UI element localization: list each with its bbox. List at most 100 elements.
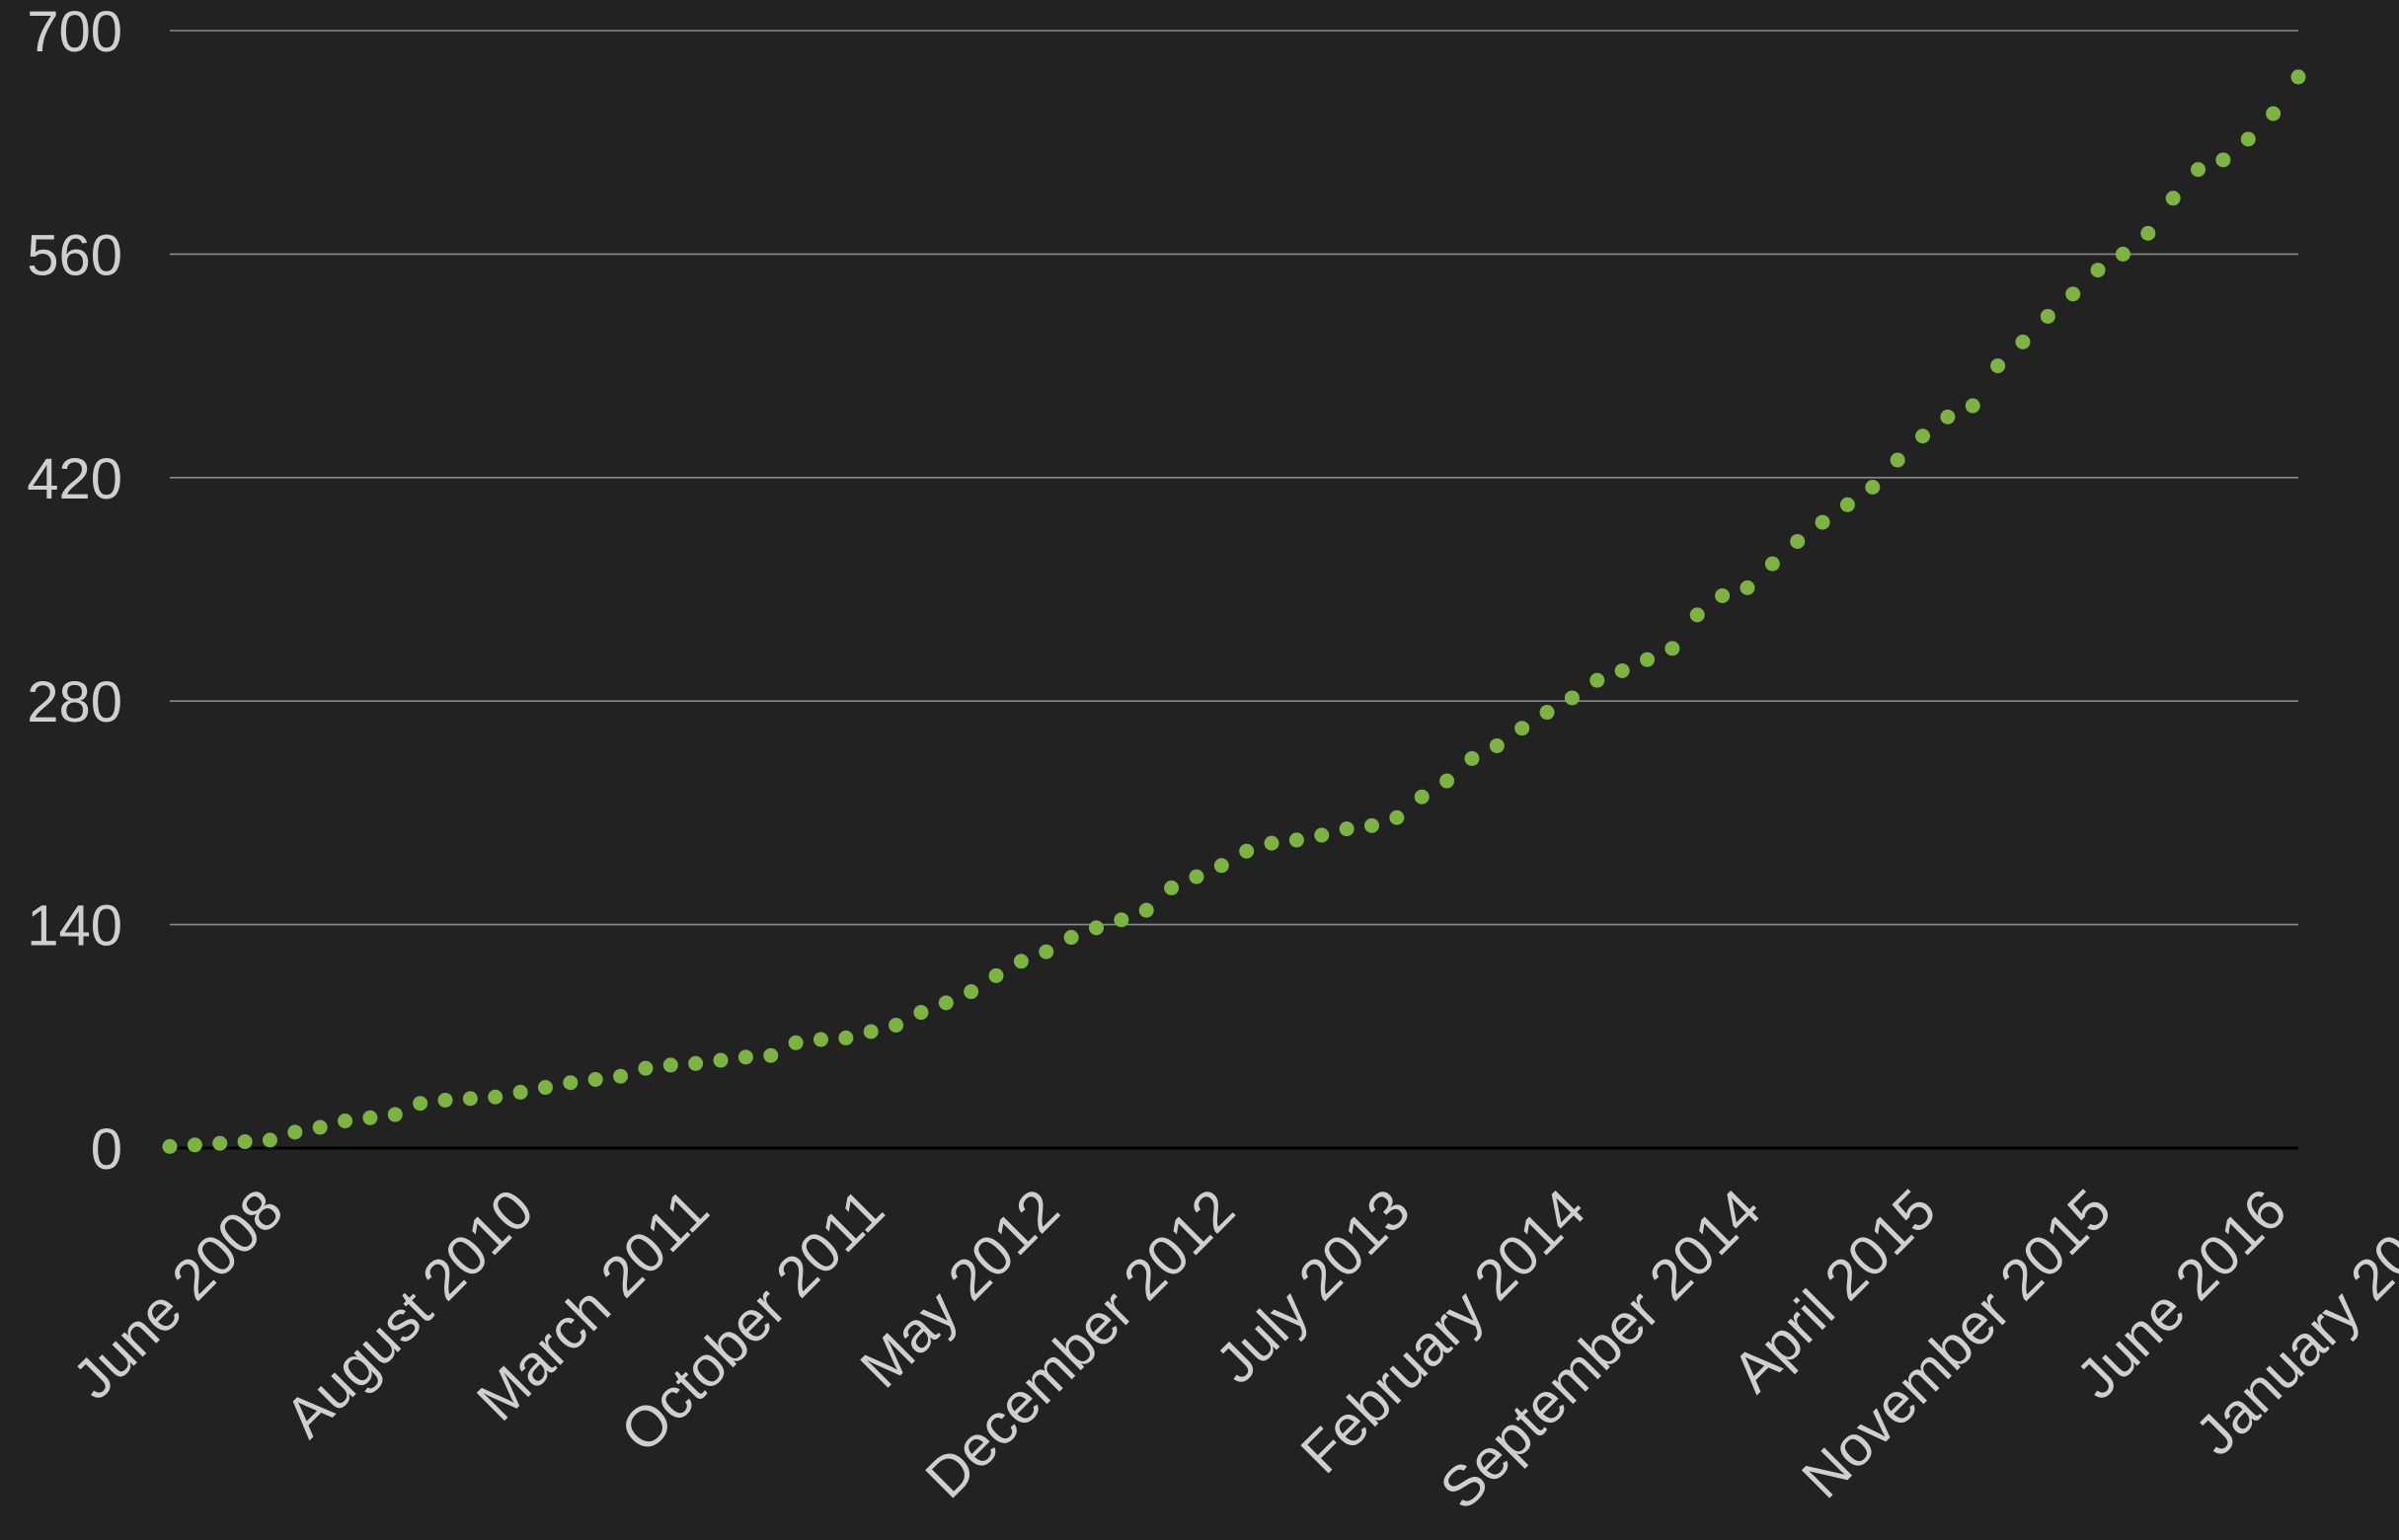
- data-point: [587, 1071, 603, 1087]
- data-point: [638, 1060, 654, 1076]
- y-tick-label: 700: [27, 0, 122, 64]
- data-point: [1389, 809, 1405, 825]
- data-point: [1414, 789, 1430, 805]
- data-point: [1239, 843, 1255, 859]
- data-point: [1189, 869, 1204, 885]
- y-tick-label: 140: [27, 894, 122, 959]
- x-tick-label: November 2015: [1790, 1177, 2124, 1510]
- data-point: [1288, 832, 1304, 848]
- data-point: [1965, 398, 1980, 414]
- data-point: [462, 1091, 478, 1107]
- data-point: [1990, 358, 2006, 374]
- data-point: [2040, 308, 2055, 324]
- data-point: [2165, 191, 2181, 206]
- data-point: [813, 1032, 828, 1047]
- data-point: [1764, 556, 1780, 572]
- data-point: [2015, 334, 2031, 349]
- data-point: [2115, 246, 2130, 262]
- data-point: [1865, 480, 1881, 496]
- data-point: [1489, 737, 1505, 753]
- y-axis-tick-labels: 0 140 280 420 560 700: [27, 0, 122, 1182]
- data-point: [437, 1092, 453, 1108]
- data-point: [2065, 286, 2081, 302]
- data-point: [788, 1035, 804, 1050]
- data-point: [1013, 954, 1029, 969]
- data-point: [1539, 705, 1555, 721]
- gridlines: [170, 30, 2298, 926]
- data-point: [262, 1132, 277, 1148]
- data-point: [2140, 225, 2156, 241]
- data-point: [387, 1107, 403, 1122]
- data-point: [1689, 607, 1705, 623]
- data-point: [889, 1017, 904, 1033]
- data-point: [938, 995, 954, 1011]
- data-point: [1589, 672, 1605, 688]
- data-point: [1314, 827, 1330, 843]
- data-point: [187, 1137, 202, 1153]
- data-point: [1564, 690, 1580, 706]
- x-tick-label: December 2012: [913, 1177, 1247, 1510]
- data-point: [338, 1114, 353, 1129]
- data-point: [212, 1135, 228, 1151]
- data-point: [964, 984, 979, 1000]
- data-point: [737, 1049, 753, 1065]
- data-point: [1464, 750, 1480, 766]
- data-point: [237, 1134, 253, 1150]
- data-point: [1088, 920, 1104, 936]
- data-point: [1614, 662, 1630, 678]
- data-point: [1114, 912, 1129, 928]
- data-point: [537, 1080, 553, 1096]
- data-point: [1890, 452, 1905, 468]
- data-point: [1164, 880, 1180, 895]
- data-point: [838, 1030, 854, 1045]
- data-point: [662, 1057, 678, 1073]
- data-point: [1790, 533, 1806, 549]
- data-point: [563, 1075, 579, 1091]
- x-tick-label: September 2014: [1428, 1177, 1772, 1521]
- data-point: [1213, 858, 1229, 874]
- data-point: [713, 1052, 729, 1068]
- data-point: [1439, 773, 1455, 789]
- data-point: [287, 1124, 303, 1140]
- data-point: [1640, 652, 1656, 667]
- data-point: [913, 1005, 929, 1021]
- data-point: [1715, 587, 1731, 603]
- data-point: [1364, 817, 1380, 833]
- data-point: [488, 1089, 503, 1105]
- data-point: [2290, 69, 2306, 85]
- data-point: [413, 1096, 428, 1112]
- data-point: [988, 967, 1004, 983]
- data-point: [1740, 579, 1755, 595]
- data-point: [1940, 409, 1956, 424]
- data-point: [1264, 835, 1279, 851]
- data-point: [1039, 944, 1054, 960]
- data-point: [1339, 821, 1354, 837]
- data-point: [1514, 721, 1530, 736]
- data-point: [688, 1055, 704, 1071]
- y-tick-label: 420: [27, 447, 122, 511]
- data-point: [2215, 152, 2231, 168]
- data-point: [1915, 428, 1931, 444]
- data-point: [2090, 263, 2106, 278]
- x-tick-label: June 2008: [61, 1177, 296, 1412]
- y-tick-label: 560: [27, 223, 122, 287]
- data-point: [1138, 902, 1154, 918]
- data-point: [2240, 131, 2256, 147]
- data-point: [1815, 514, 1830, 530]
- data-point: [863, 1024, 879, 1040]
- data-point: [162, 1138, 178, 1154]
- data-point: [512, 1084, 528, 1100]
- data-point: [2266, 106, 2282, 121]
- data-point: [2191, 162, 2206, 178]
- data-point: [362, 1110, 378, 1125]
- data-point: [1664, 641, 1680, 656]
- data-point: [1063, 930, 1079, 946]
- data-point: [613, 1068, 629, 1084]
- data-point: [1839, 497, 1855, 512]
- y-tick-label: 280: [27, 670, 122, 734]
- data-point: [312, 1119, 328, 1135]
- data-point: [763, 1047, 779, 1063]
